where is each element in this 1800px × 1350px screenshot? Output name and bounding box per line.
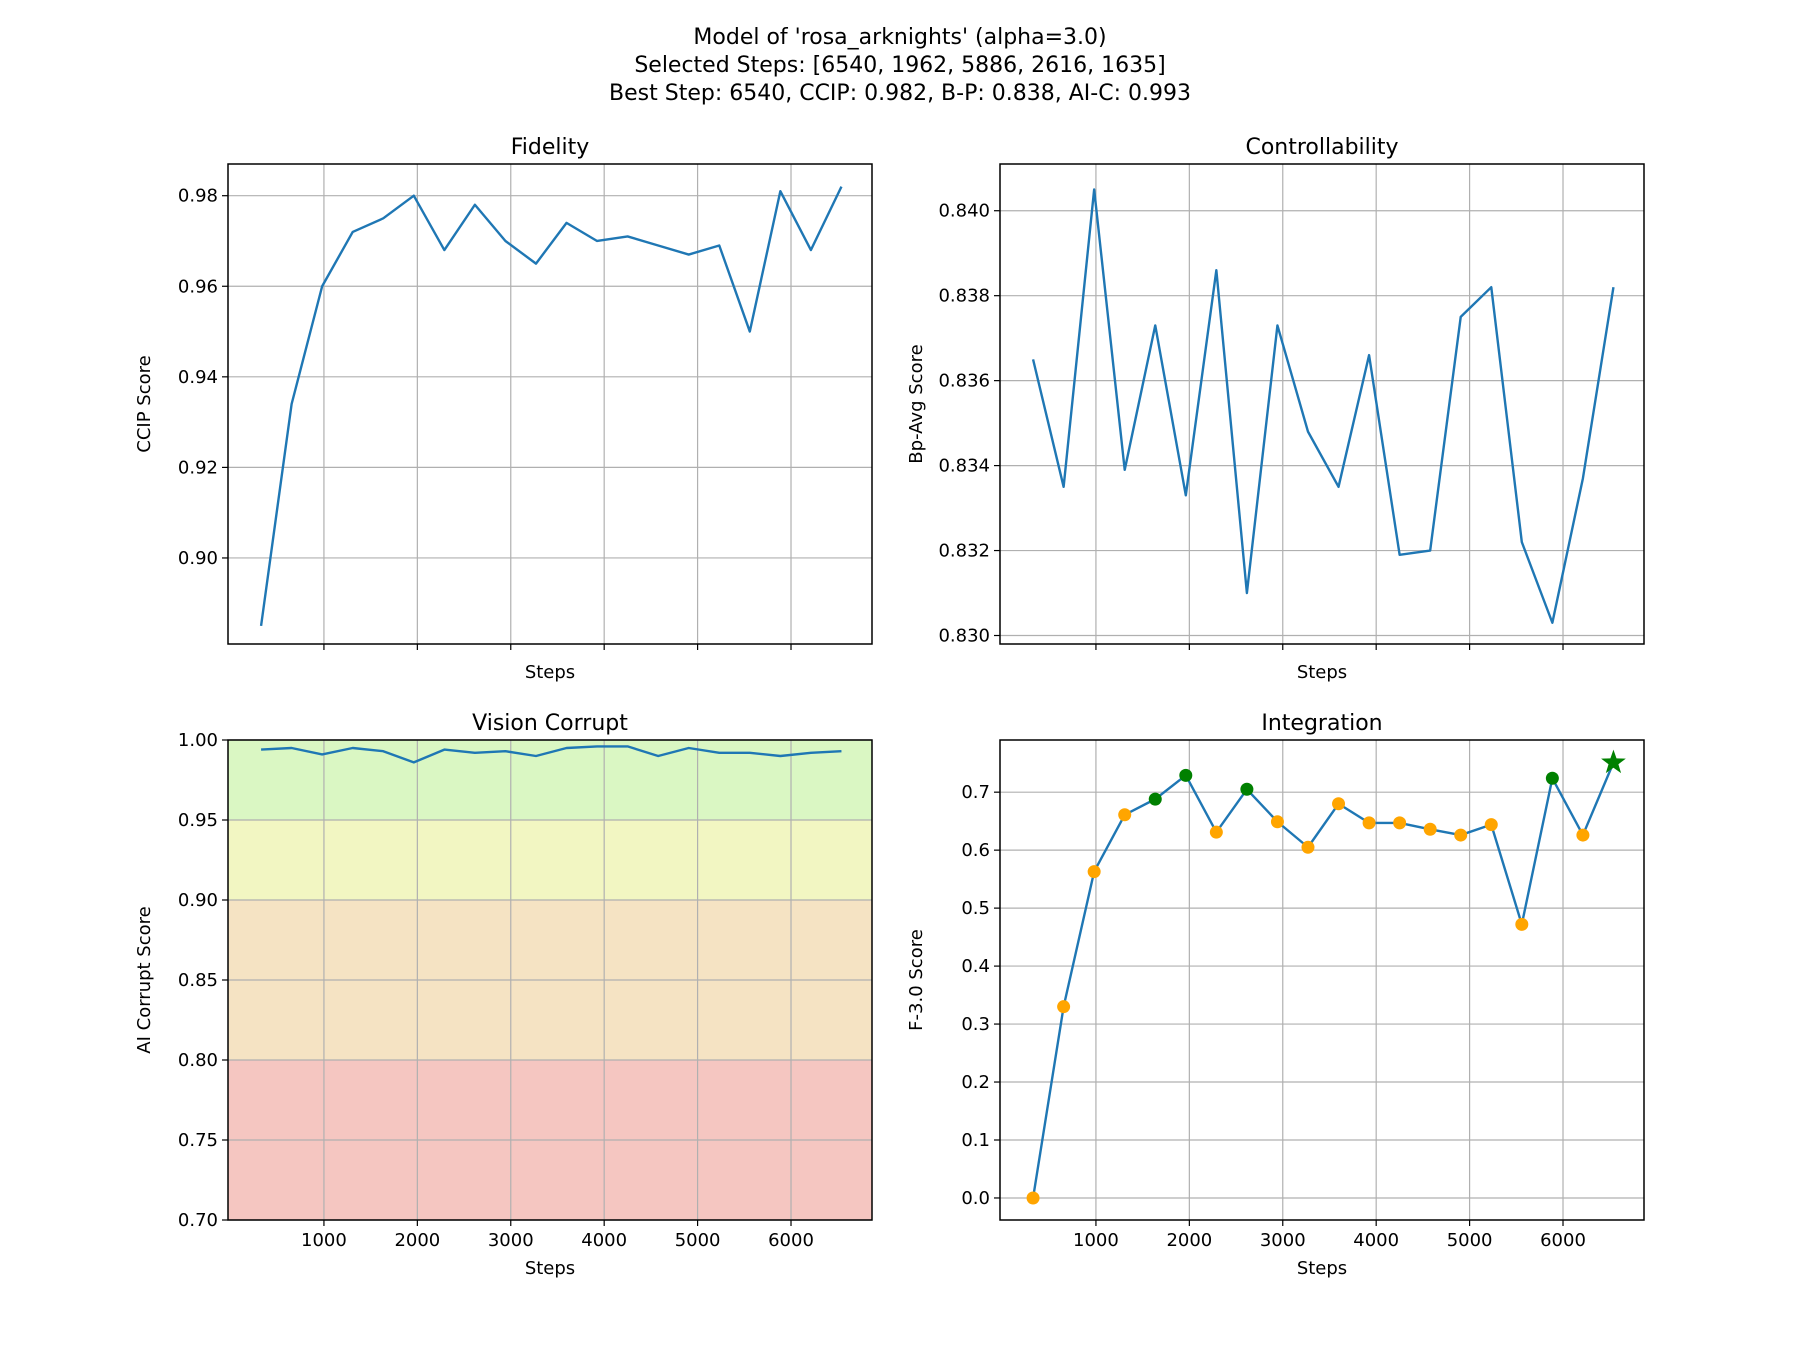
integration-data-point	[1270, 815, 1284, 829]
fidelity-chart-title: Fidelity	[511, 135, 590, 160]
vision-corrupt-ytick-label: 0.85	[178, 970, 218, 991]
controllability-ytick-label: 0.834	[938, 456, 990, 477]
integration-selected-point	[1240, 782, 1254, 796]
vision-corrupt-series-line	[261, 745, 842, 764]
controllability-x-axis-label: Steps	[1297, 662, 1347, 683]
integration-data-point	[1393, 816, 1407, 830]
integration-ytick-label: 0.2	[961, 1072, 990, 1093]
controllability-ytick-label: 0.830	[938, 626, 990, 647]
vision-corrupt-y-axis-label: AI Corrupt Score	[134, 906, 155, 1053]
integration-x-axis-label: Steps	[1297, 1258, 1347, 1279]
integration-data-point	[1362, 816, 1376, 830]
vision-corrupt-xtick-label: 5000	[675, 1230, 721, 1251]
fidelity-plot-frame	[227, 163, 873, 645]
integration-data-point	[1057, 1000, 1071, 1014]
integration-ytick-label: 0.6	[961, 840, 990, 861]
vision-corrupt-band-1	[228, 820, 872, 900]
integration-best-step-marker	[1601, 749, 1626, 774]
figure-title-line-1: Model of 'rosa_arknights' (alpha=3.0)	[693, 25, 1106, 50]
fidelity-ytick-label: 0.98	[178, 186, 218, 207]
integration-data-point	[1332, 797, 1346, 811]
integration-xtick-label: 2000	[1166, 1230, 1212, 1251]
integration-ytick-label: 0.1	[961, 1130, 990, 1151]
vision-corrupt-xtick-label: 3000	[488, 1230, 534, 1251]
figure-title: Model of 'rosa_arknights' (alpha=3.0) Se…	[609, 25, 1191, 106]
integration-plot-frame	[999, 739, 1645, 1221]
integration-data-point	[1484, 818, 1498, 832]
fidelity-chart: 0.90 0.92 0.94 0.96 0.98 Fidelity Steps CCIP Sc…	[134, 135, 873, 683]
vision-corrupt-ytick-label: 0.90	[178, 890, 218, 911]
controllability-ytick-label: 0.836	[938, 371, 990, 392]
vision-corrupt-chart: 1000 2000 3000 4000 5000 6000 0.70 0.75 0.80 0.85…	[134, 711, 873, 1279]
fidelity-ytick-label: 0.90	[178, 548, 218, 569]
integration-data-point	[1515, 917, 1529, 931]
fidelity-x-axis-label: Steps	[525, 662, 575, 683]
integration-ytick-label: 0.7	[961, 782, 990, 803]
controllability-ytick-label: 0.832	[938, 541, 990, 562]
integration-xtick-label: 4000	[1353, 1230, 1399, 1251]
controllability-chart-title: Controllability	[1245, 135, 1398, 160]
figure-title-line-2: Selected Steps: [6540, 1962, 5886, 2616,…	[634, 53, 1165, 78]
fidelity-ytick-label: 0.92	[178, 457, 218, 478]
controllability-chart: 0.830 0.832 0.834 0.836 0.838 0.840 Controllab…	[906, 135, 1645, 683]
vision-corrupt-ytick-label: 0.95	[178, 810, 218, 831]
integration-chart: 1000 2000 3000 4000 5000 6000 0.0 0.1 0.2 0.3 0.4 0…	[906, 711, 1645, 1279]
integration-data-point	[1423, 822, 1437, 836]
integration-data-point	[1454, 828, 1468, 842]
integration-ytick-label: 0.3	[961, 1014, 990, 1035]
integration-y-axis-label: F-3.0 Score	[906, 929, 927, 1031]
vision-corrupt-xtick-label: 1000	[301, 1230, 347, 1251]
integration-ytick-label: 0.4	[961, 956, 990, 977]
vision-corrupt-xtick-label: 4000	[581, 1230, 627, 1251]
vision-corrupt-ytick-label: 0.70	[178, 1210, 218, 1231]
fidelity-series-line	[259, 186, 843, 627]
controllability-ytick-label: 0.838	[938, 286, 990, 307]
integration-ytick-label: 0.5	[961, 898, 990, 919]
vision-corrupt-x-axis-label: Steps	[525, 1258, 575, 1279]
controllability-series-line	[1031, 188, 1615, 624]
controllability-ytick-label: 0.840	[938, 201, 990, 222]
integration-selected-point	[1179, 768, 1193, 782]
integration-selected-point	[1148, 792, 1162, 806]
integration-data-point	[1026, 1191, 1040, 1205]
vision-corrupt-xtick-label: 2000	[394, 1230, 440, 1251]
vision-corrupt-ytick-label: 0.80	[178, 1050, 218, 1071]
vision-corrupt-xtick-label: 6000	[768, 1230, 814, 1251]
fidelity-y-axis-label: CCIP Score	[134, 355, 155, 452]
integration-xtick-label: 6000	[1540, 1230, 1586, 1251]
fidelity-ytick-label: 0.94	[178, 367, 218, 388]
vision-corrupt-ytick-label: 1.00	[178, 730, 218, 751]
integration-xtick-label: 5000	[1447, 1230, 1493, 1251]
integration-data-point	[1087, 865, 1101, 879]
vision-corrupt-ytick-label: 0.75	[178, 1130, 218, 1151]
integration-data-point	[1209, 825, 1223, 839]
controllability-y-axis-label: Bp-Avg Score	[906, 344, 927, 463]
integration-data-point	[1118, 808, 1132, 822]
integration-chart-title: Integration	[1261, 711, 1382, 736]
controllability-plot-frame	[999, 163, 1645, 645]
integration-xtick-label: 3000	[1260, 1230, 1306, 1251]
integration-data-point	[1301, 840, 1315, 854]
fidelity-ytick-label: 0.96	[178, 276, 218, 297]
integration-xtick-label: 1000	[1073, 1230, 1119, 1251]
integration-selected-point	[1545, 771, 1559, 785]
vision-corrupt-chart-title: Vision Corrupt	[472, 711, 628, 736]
figure-title-line-3: Best Step: 6540, CCIP: 0.982, B-P: 0.838…	[609, 81, 1191, 106]
integration-data-point	[1576, 828, 1590, 842]
integration-ytick-label: 0.0	[961, 1188, 990, 1209]
